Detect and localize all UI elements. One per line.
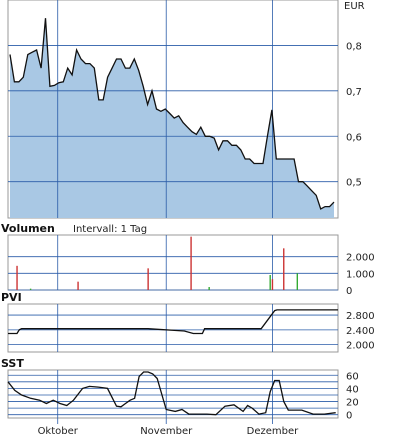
interval-label: Intervall: 1 Tag (73, 224, 147, 235)
currency-label: EUR (344, 1, 365, 12)
pvi-line (8, 309, 338, 335)
pvi-title: PVI (1, 291, 22, 304)
volume-tick-label: 2.000 (346, 253, 375, 264)
month-label: November (140, 426, 193, 437)
sst-tick-label: 0 (346, 411, 352, 422)
pvi-panel: 2.000 2.400 2.800 (7, 303, 375, 353)
volume-tick-label: 0 (346, 286, 352, 297)
pvi-tick-label: 2.800 (346, 311, 375, 322)
sst-title: SST (1, 357, 24, 370)
price-line (9, 18, 335, 210)
volume-panel: 0 1.000 2.000 Intervall: 1 Tag (7, 224, 375, 297)
sst-panel: 0 20 40 60 (7, 369, 359, 422)
sst-tick-label: 20 (346, 398, 359, 409)
pvi-frame (7, 303, 339, 353)
price-tick-label: 0,7 (346, 87, 362, 98)
x-axis-labels: Oktober November Dezember (38, 418, 299, 437)
sst-frame (7, 369, 339, 419)
volume-tick-label: 1.000 (346, 269, 375, 280)
price-tick-label: 0,5 (346, 178, 362, 189)
sst-tick-label: 40 (346, 384, 359, 395)
pvi-tick-label: 2.000 (346, 341, 375, 352)
price-tick-label: 0,8 (346, 41, 362, 52)
sst-line (7, 371, 336, 416)
pvi-tick-label: 2.400 (346, 326, 375, 337)
price-panel: 0,5 0,6 0,7 0,8 (7, 0, 362, 219)
month-label: Dezember (247, 426, 299, 437)
price-tick-label: 0,6 (346, 132, 362, 143)
month-label: Oktober (38, 426, 79, 437)
volume-title: Volumen (1, 222, 55, 235)
price-area (10, 18, 334, 219)
sst-tick-label: 60 (346, 371, 359, 382)
